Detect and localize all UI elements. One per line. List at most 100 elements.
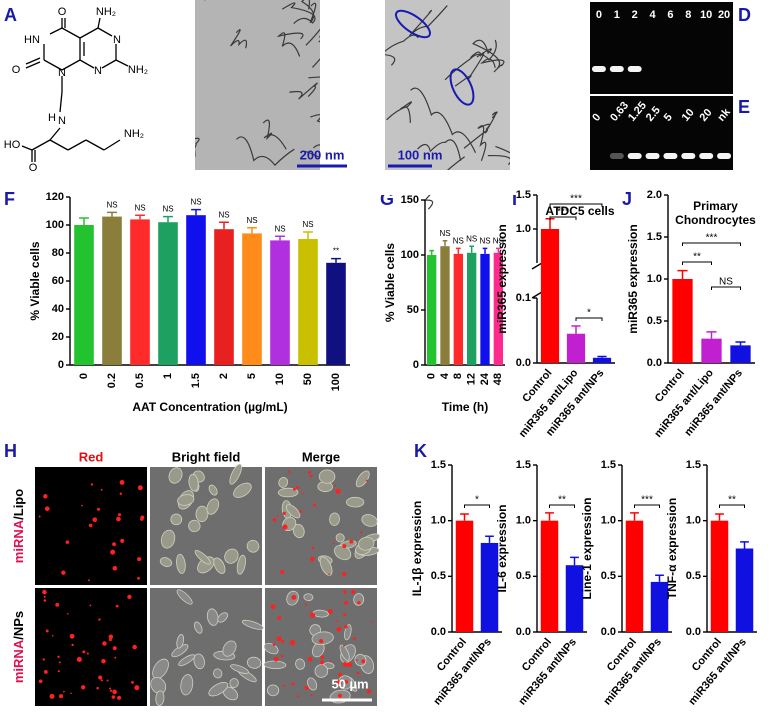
bond <box>61 59 81 71</box>
annotation: NS <box>493 237 504 246</box>
band <box>591 66 606 72</box>
cell <box>229 463 242 485</box>
cell <box>222 640 237 657</box>
red-signal <box>270 604 276 610</box>
red-signal <box>304 685 309 690</box>
red-signal <box>112 689 117 695</box>
y-tick-label: 0.5 <box>516 570 531 582</box>
column-header: Bright field <box>172 449 241 464</box>
red-signal <box>80 685 86 690</box>
cell <box>195 505 209 523</box>
y-tick-label: 0.0 <box>431 626 446 638</box>
y-tick-label: 100 <box>46 219 64 231</box>
y-tick-label: 1.5 <box>431 459 446 471</box>
x-tick-label: 0.5 <box>134 373 146 388</box>
bond <box>115 59 129 67</box>
lane-label: 4 <box>650 9 657 21</box>
red-signal <box>344 600 349 605</box>
error-bar <box>706 331 717 339</box>
error-bar <box>429 249 434 255</box>
error-bar <box>735 341 746 346</box>
row-label-part: /Lipo <box>11 489 26 520</box>
cell <box>353 593 365 606</box>
cell <box>246 539 260 553</box>
red-signal <box>112 565 118 571</box>
red-signal <box>49 693 55 699</box>
y-tick-label: 0.0 <box>516 626 531 638</box>
red-signal <box>137 557 142 562</box>
cell <box>266 684 280 697</box>
annotation: NS <box>106 201 117 210</box>
bond <box>43 59 63 71</box>
red-signal <box>310 612 316 618</box>
mask <box>510 0 590 170</box>
panel-letter: K <box>414 441 427 461</box>
micrograph <box>150 588 262 706</box>
bond <box>21 145 33 151</box>
red-signal <box>343 613 347 617</box>
band <box>609 153 624 159</box>
y-tick-label: 2.0 <box>647 189 662 201</box>
cell <box>292 523 305 539</box>
atom-label: HN <box>24 34 40 46</box>
y-tick-label: 150 <box>401 194 419 206</box>
red-signal <box>112 646 117 651</box>
red-signal <box>82 650 86 654</box>
red-signal <box>352 636 356 640</box>
y-tick-label: 1.0 <box>516 515 531 527</box>
bar <box>186 215 206 365</box>
annotation: NS <box>218 210 229 219</box>
error-bar <box>79 217 89 225</box>
y-tick-label: 1.0 <box>601 515 616 527</box>
red-signal <box>336 626 342 632</box>
red-signal <box>42 589 47 595</box>
cell <box>208 681 229 697</box>
cell <box>277 487 299 498</box>
panel-letter: F <box>4 189 15 209</box>
x-tick-label: 0 <box>78 373 90 379</box>
cell <box>295 658 306 670</box>
red-signal <box>119 480 125 485</box>
highlight <box>449 68 475 106</box>
red-signal <box>100 679 103 682</box>
cell <box>311 631 334 646</box>
error-bar <box>442 239 448 247</box>
gel <box>590 2 733 94</box>
bond <box>49 27 63 35</box>
bar <box>480 542 499 632</box>
red-signal <box>343 679 349 685</box>
cell <box>206 608 219 626</box>
red-signal <box>109 687 112 690</box>
red-signal <box>361 659 366 664</box>
y-tick-label: 0.5 <box>686 570 701 582</box>
cell <box>303 593 314 601</box>
y-tick-label: 60 <box>52 275 64 287</box>
significance-bracket <box>549 216 577 220</box>
y-tick-label: 80 <box>52 247 64 259</box>
atom-label: N <box>94 65 102 77</box>
fiber <box>230 29 248 49</box>
bond <box>97 17 101 29</box>
x-tick-label: 2 <box>218 373 230 379</box>
red-signal <box>109 689 113 692</box>
significance-bracket <box>682 261 712 265</box>
red-signal <box>86 652 89 655</box>
lane-label: 8 <box>685 9 691 21</box>
red-signal <box>311 546 315 550</box>
x-axis-label: AAT Concentration (µg/mL) <box>132 400 287 414</box>
bar <box>455 520 474 632</box>
bar <box>735 548 754 632</box>
red-signal <box>110 549 116 555</box>
cell <box>208 484 218 496</box>
red-signal <box>330 660 332 663</box>
red-signal <box>134 685 140 691</box>
red-signal <box>276 636 282 642</box>
bond <box>101 59 117 69</box>
significance-label: ** <box>728 495 736 506</box>
red-signal <box>106 679 109 682</box>
cell <box>314 664 329 678</box>
y-tick-label: 1.5 <box>686 459 701 471</box>
annotation: NS <box>274 224 285 233</box>
error-bar <box>469 245 474 253</box>
row-label: miRNA/NPs <box>11 611 26 683</box>
